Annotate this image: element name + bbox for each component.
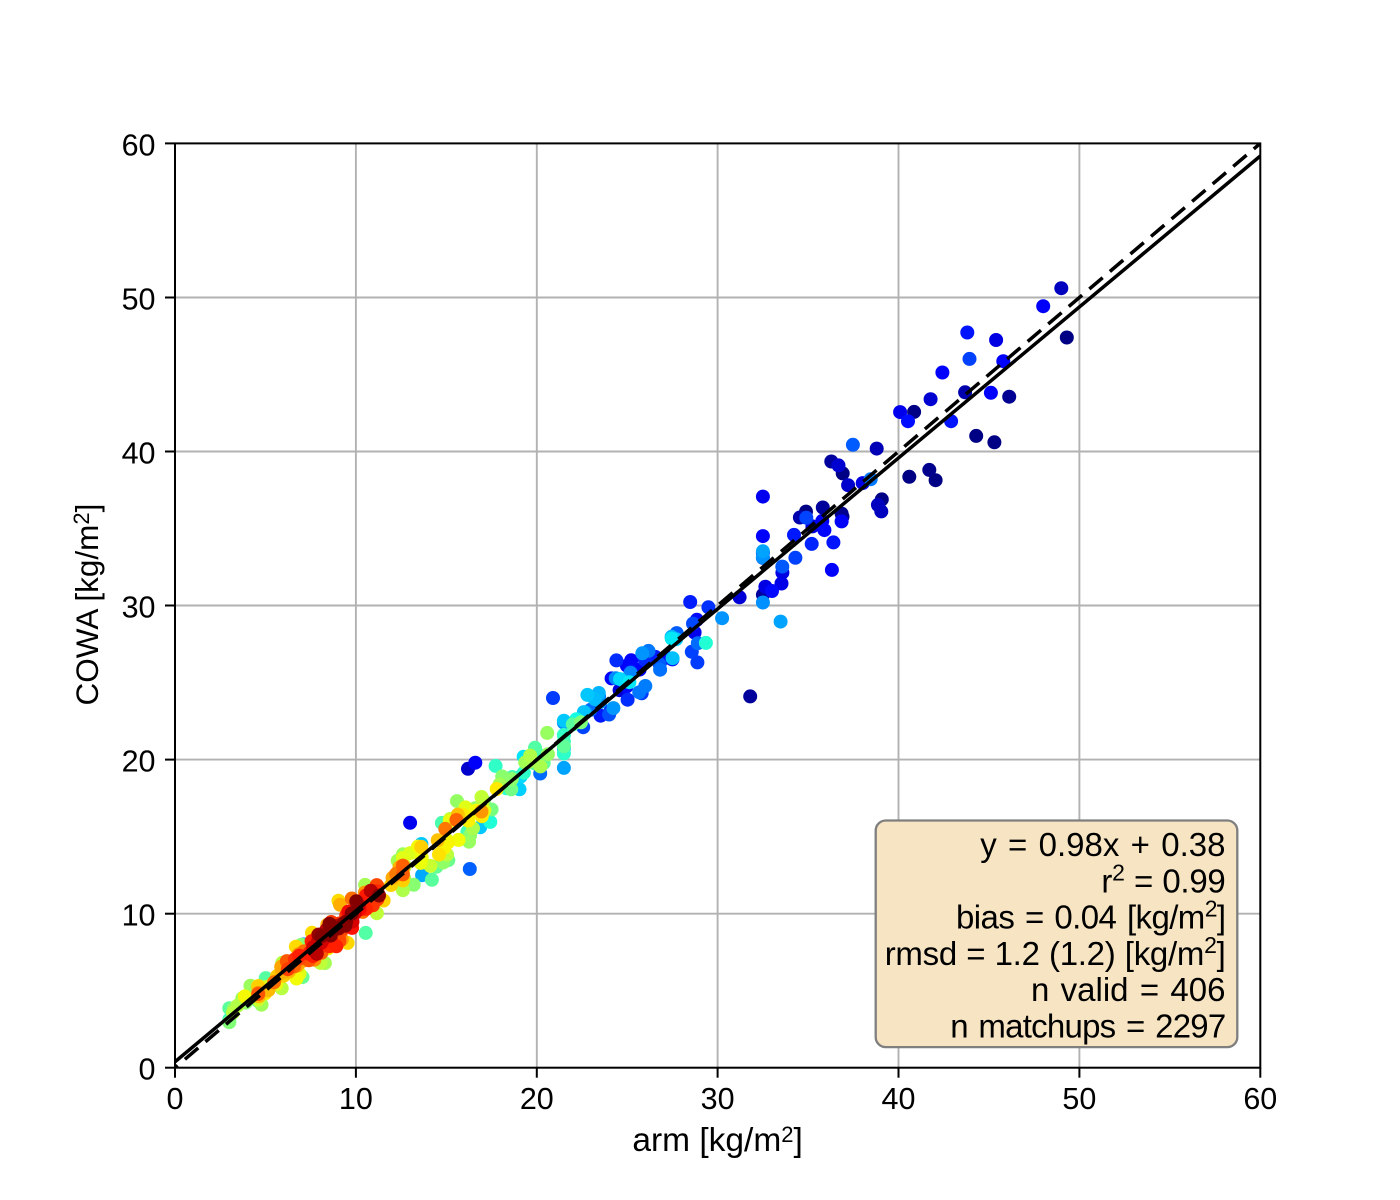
svg-text:rmsd = 1.2 (1.2) [kg/m2]: rmsd = 1.2 (1.2) [kg/m2]: [885, 932, 1226, 972]
svg-text:40: 40: [882, 1082, 916, 1116]
svg-text:60: 60: [122, 128, 156, 162]
svg-text:40: 40: [122, 437, 156, 471]
svg-text:60: 60: [1243, 1082, 1277, 1116]
svg-text:30: 30: [122, 591, 156, 625]
svg-text:y = 0.98x + 0.38: y = 0.98x + 0.38: [980, 826, 1225, 863]
svg-text:0: 0: [139, 1053, 156, 1087]
svg-text:10: 10: [122, 899, 156, 933]
svg-text:30: 30: [701, 1082, 735, 1116]
svg-text:0: 0: [167, 1082, 184, 1116]
svg-text:20: 20: [122, 745, 156, 779]
svg-text:r2 = 0.99: r2 = 0.99: [1101, 859, 1225, 899]
svg-text:50: 50: [122, 283, 156, 317]
svg-text:arm [kg/m2]: arm [kg/m2]: [632, 1122, 802, 1159]
svg-text:n matchups = 2297: n matchups = 2297: [950, 1008, 1225, 1045]
svg-text:COWA [kg/m2]: COWA [kg/m2]: [69, 504, 105, 706]
svg-text:bias = 0.04 [kg/m2]: bias = 0.04 [kg/m2]: [956, 896, 1225, 936]
svg-text:50: 50: [1062, 1082, 1096, 1116]
svg-text:10: 10: [339, 1082, 373, 1116]
svg-text:n valid = 406: n valid = 406: [1031, 971, 1226, 1008]
svg-text:20: 20: [520, 1082, 554, 1116]
